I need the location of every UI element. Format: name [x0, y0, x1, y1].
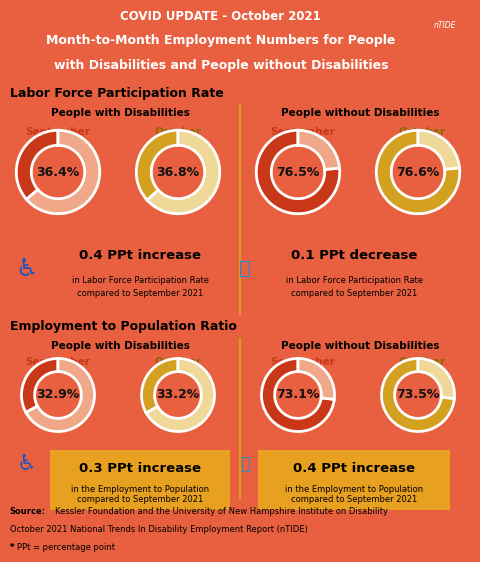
Text: in the Employment to Population: in the Employment to Population: [71, 484, 209, 493]
Text: compared to September 2021: compared to September 2021: [77, 495, 203, 504]
Wedge shape: [22, 359, 58, 413]
Text: nTIDE: nTIDE: [433, 20, 456, 29]
Wedge shape: [256, 130, 340, 214]
Wedge shape: [26, 130, 100, 214]
Wedge shape: [298, 130, 339, 170]
Wedge shape: [26, 359, 95, 432]
Text: 0.4 PPt increase: 0.4 PPt increase: [293, 461, 415, 474]
Text: October: October: [154, 127, 201, 137]
Wedge shape: [298, 359, 335, 400]
Text: *: *: [10, 543, 17, 552]
Text: * PPt = percentage point: * PPt = percentage point: [10, 543, 115, 552]
Text: 0.1 PPt decrease: 0.1 PPt decrease: [291, 249, 417, 262]
Text: October: October: [154, 357, 201, 368]
Text: 73.5%: 73.5%: [396, 388, 440, 401]
Text: People without Disabilities: People without Disabilities: [281, 341, 439, 351]
Wedge shape: [147, 130, 220, 214]
Text: September: September: [270, 127, 335, 137]
Text: 0.4 PPt increase: 0.4 PPt increase: [79, 249, 201, 262]
Text: COVID UPDATE - October 2021: COVID UPDATE - October 2021: [120, 10, 321, 23]
Wedge shape: [262, 359, 334, 432]
Text: in Labor Force Participation Rate: in Labor Force Participation Rate: [72, 277, 208, 285]
Text: 🧑: 🧑: [240, 455, 250, 473]
Text: 36.4%: 36.4%: [36, 165, 80, 179]
Text: Month-to-Month Employment Numbers for People: Month-to-Month Employment Numbers for Pe…: [46, 34, 396, 47]
Text: People with Disabilities: People with Disabilities: [50, 108, 190, 118]
Text: 73.1%: 73.1%: [276, 388, 320, 401]
Text: 32.9%: 32.9%: [36, 388, 80, 401]
Text: Source:: Source:: [10, 507, 46, 516]
Text: 0.3 PPt increase: 0.3 PPt increase: [79, 461, 201, 474]
Text: 76.6%: 76.6%: [396, 165, 440, 179]
Text: September: September: [25, 357, 90, 368]
Text: in the Employment to Population: in the Employment to Population: [285, 484, 423, 493]
Text: September: September: [25, 127, 90, 137]
Text: ♿: ♿: [15, 257, 37, 280]
Wedge shape: [376, 130, 460, 214]
Text: People without Disabilities: People without Disabilities: [281, 108, 439, 118]
Text: October: October: [399, 127, 446, 137]
Wedge shape: [418, 359, 455, 398]
Text: compared to September 2021: compared to September 2021: [291, 495, 417, 504]
FancyBboxPatch shape: [45, 233, 235, 307]
Text: compared to September 2021: compared to September 2021: [291, 288, 417, 297]
Text: 76.5%: 76.5%: [276, 165, 320, 179]
Text: People with Disabilities: People with Disabilities: [50, 341, 190, 351]
Wedge shape: [142, 359, 178, 413]
Wedge shape: [136, 130, 178, 200]
Text: Kessler Foundation and the University of New Hampshire Institute on Disability: Kessler Foundation and the University of…: [55, 507, 388, 516]
Text: September: September: [270, 357, 335, 368]
Wedge shape: [382, 359, 455, 432]
Text: Labor Force Participation Rate: Labor Force Participation Rate: [10, 87, 223, 99]
Text: with Disabilities and People without Disabilities: with Disabilities and People without Dis…: [54, 59, 388, 72]
Wedge shape: [146, 359, 215, 432]
Text: 33.2%: 33.2%: [156, 388, 200, 401]
FancyBboxPatch shape: [252, 233, 456, 307]
Text: compared to September 2021: compared to September 2021: [77, 288, 203, 297]
Wedge shape: [16, 130, 58, 200]
Wedge shape: [418, 130, 459, 169]
Text: October: October: [399, 357, 446, 368]
FancyBboxPatch shape: [45, 450, 235, 511]
Text: in Labor Force Participation Rate: in Labor Force Participation Rate: [286, 277, 422, 285]
Text: Employment to Population Ratio: Employment to Population Ratio: [10, 320, 237, 333]
FancyBboxPatch shape: [252, 450, 456, 511]
Text: 🧑: 🧑: [239, 259, 251, 278]
Text: 36.8%: 36.8%: [156, 165, 200, 179]
Text: October 2021 National Trends In Disability Employment Report (nTIDE): October 2021 National Trends In Disabili…: [10, 525, 307, 534]
Text: ♿: ♿: [16, 454, 36, 474]
